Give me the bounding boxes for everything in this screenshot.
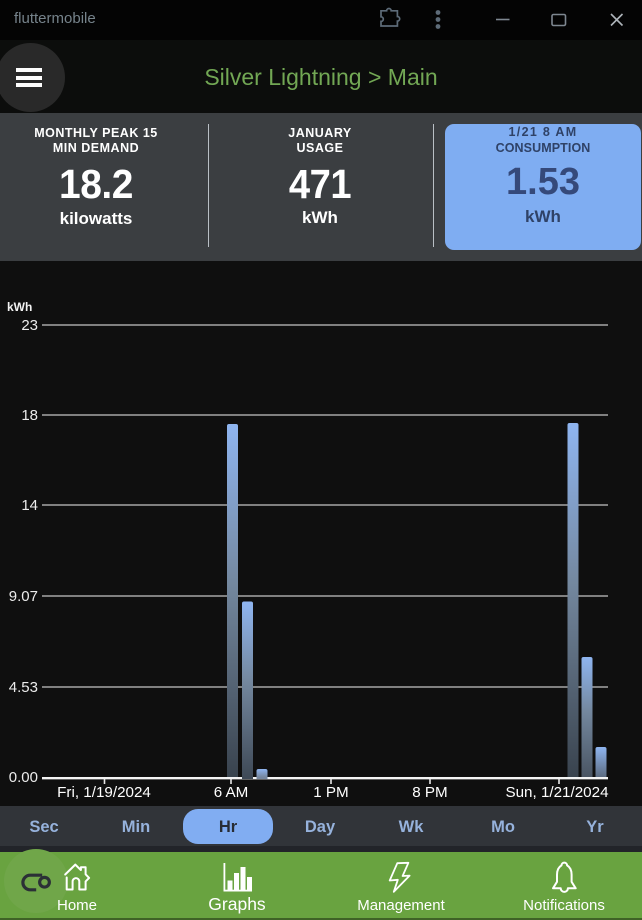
svg-text:Sun, 1/21/2024: Sun, 1/21/2024: [505, 784, 608, 801]
svg-text:4.53: 4.53: [9, 679, 38, 696]
svg-text:Fri, 1/19/2024: Fri, 1/19/2024: [57, 784, 151, 801]
svg-text:9.07: 9.07: [9, 588, 38, 605]
svg-text:23: 23: [21, 317, 38, 334]
svg-text:kWh: kWh: [7, 300, 32, 314]
svg-text:1 PM: 1 PM: [313, 784, 348, 801]
svg-text:0.00: 0.00: [9, 769, 38, 786]
svg-text:8 PM: 8 PM: [412, 784, 447, 801]
svg-text:6 AM: 6 AM: [214, 784, 249, 801]
svg-text:14: 14: [21, 497, 38, 514]
svg-text:18: 18: [21, 407, 38, 424]
